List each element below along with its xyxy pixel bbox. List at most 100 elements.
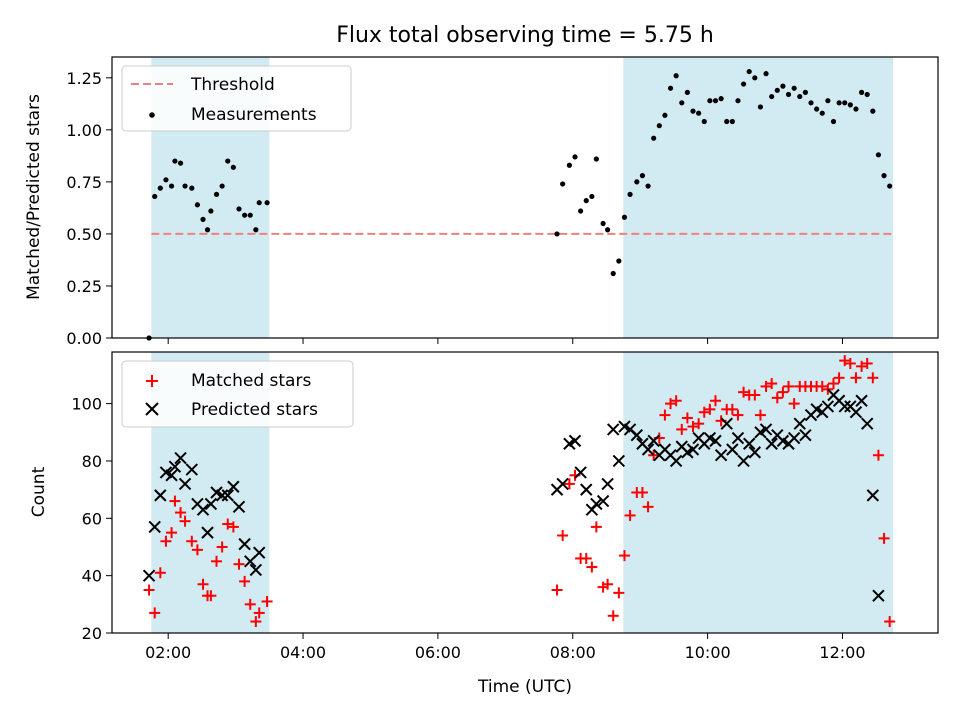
predicted-stars-point [204,497,218,511]
measurements-point [634,179,640,185]
predicted-stars-point [249,563,263,577]
matched-stars-point [822,383,834,395]
matched-stars-point [624,509,636,521]
matched-stars-point [261,595,273,607]
measurements-point [718,96,724,102]
matched-stars-point [816,380,828,392]
top-data-points [146,68,893,341]
matched-stars-point [169,495,181,507]
matched-stars-point [771,392,783,404]
predicted-stars-point [821,400,835,413]
predicted-stars-point [612,454,626,468]
predicted-stars-point [726,443,739,456]
predicted-stars-point [580,483,593,496]
measurements-point [684,89,690,95]
measurements-point [735,98,741,104]
measurements-point [163,177,169,183]
x-tick-label: 08:00 [550,643,596,662]
predicted-stars-point [142,569,156,582]
measurements-point [242,212,248,218]
measurements-point [616,258,622,264]
matched-stars-point [233,558,245,570]
predicted-stars-point [731,431,745,445]
predicted-stars-point [196,503,210,516]
bottom-legend: Matched stars Predicted stars [121,360,354,428]
bottom-x-axis-ticks: 02:00 04:00 06:00 08:00 10:00 12:00 [145,633,866,662]
measurements-point [589,193,595,200]
matched-stars-point [186,535,198,547]
matched-stars-point [636,487,648,498]
measurements-point [651,135,657,141]
matched-stars-point [586,561,598,573]
predicted-stars-point [860,417,874,430]
predicted-stars-point [185,463,198,476]
predicted-stars-point [221,489,234,502]
x-tick-label: 04:00 [280,643,326,662]
legend-matched-label: Matched stars [191,371,311,391]
y-tick-label: 0.75 [66,173,102,192]
bottom-y-axis-ticks: 20 40 60 80 100 [71,395,112,643]
matched-stars-point [551,584,563,596]
matched-stars-point [211,555,223,567]
chart-title: Flux total observing time = 5.75 h [336,23,714,48]
matched-stars-point [160,535,172,547]
measurements-point [875,152,882,158]
matched-stars-point [149,607,161,619]
predicted-stars-point [201,526,214,539]
measurements-point [189,185,195,191]
measurements-point [740,81,747,87]
measurements-point [763,71,769,77]
measurements-point [578,208,584,214]
measurements-point [791,85,797,91]
measurements-point [177,160,184,166]
matched-stars-point [602,578,614,590]
x-tick-label: 10:00 [685,643,731,662]
matched-stars-point [687,421,699,433]
measurements-point [881,173,887,179]
predicted-stars-point [574,466,587,479]
measurements-point [168,183,175,189]
y-tick-label: 40 [82,567,102,586]
matched-stars-point [197,578,209,590]
matched-stars-point [179,515,191,527]
measurements-point [656,123,662,129]
y-tick-label: 0.50 [66,225,102,244]
measurements-point [701,118,707,125]
matched-stars-point [590,521,602,533]
measurements-point [785,91,792,98]
matched-stars-point [884,616,896,628]
measurements-point [712,98,719,104]
predicted-stars-point [855,394,868,407]
measurements-point [204,227,211,233]
measurements-point [152,193,158,200]
matched-stars-point [670,395,682,407]
legend-matched-swatch [146,375,158,387]
measurements-point [757,104,764,110]
x-tick-label: 06:00 [415,643,461,662]
measurements-point [225,158,231,164]
measurements-point [662,112,668,118]
predicted-stars-point [793,417,806,430]
matched-stars-point [839,355,851,367]
measurements-point [627,191,633,197]
y-tick-label: 1.00 [66,121,102,140]
measurements-point [157,185,163,191]
predicted-stars-point [568,434,582,448]
matched-stars-point [681,412,693,424]
top-legend: Threshold Measurements [121,65,352,132]
measurements-point [572,154,578,160]
predicted-stars-point [669,454,683,468]
measurements-point [213,191,220,197]
matched-stars-point [856,360,868,372]
matched-stars-point [732,409,744,421]
matched-stars-point [867,372,879,384]
matched-stars-point [166,527,178,539]
matched-stars-point [704,403,716,415]
measurements-point [639,173,646,179]
y-tick-label: 20 [82,624,102,643]
bottom-data-points [142,355,896,628]
measurements-point [253,227,259,233]
legend-predicted-swatch [145,402,159,416]
x-axis-label: Time (UTC) [477,677,572,697]
